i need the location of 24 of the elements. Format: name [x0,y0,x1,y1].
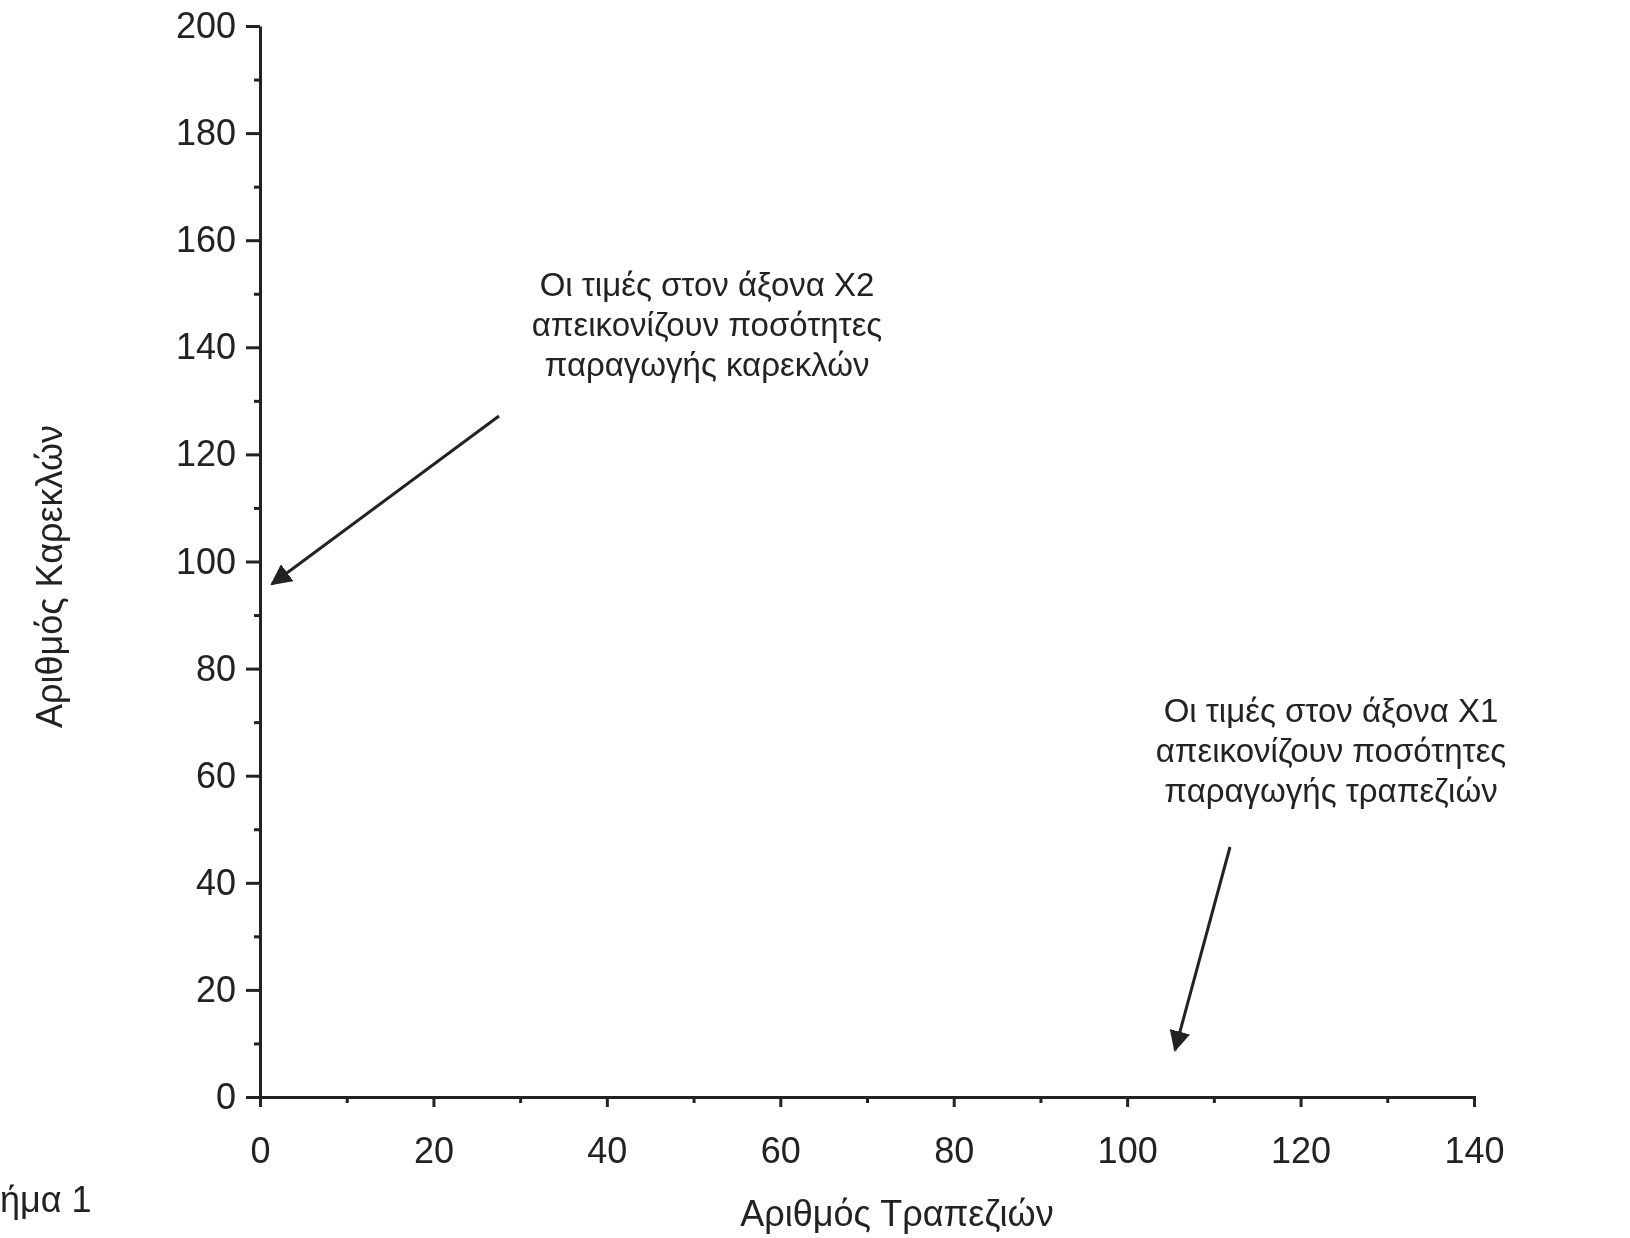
x-axis-title: Αριθμός Τραπεζιών [740,1193,1054,1234]
y-tick-label: 0 [215,1076,236,1118]
x-tick-label: 80 [934,1129,975,1171]
x-tick-label: 0 [250,1129,271,1171]
annotation: Οι τιμές στον άξονα Χ1 απεικονίζουν ποσότητες παραγωγής τραπεζιών [1155,692,1507,809]
x-tick-label: 40 [587,1129,628,1171]
y-tick-label: 160 [175,219,236,261]
y-tick-label: 200 [175,5,236,47]
text: ήμα 1 [0,1179,92,1220]
x-tick-label: 60 [760,1129,801,1171]
x-tick-label: 20 [413,1129,454,1171]
x-tick-label: 100 [1097,1129,1158,1171]
y-tick-label: 40 [195,861,236,903]
y-tick-label: 80 [195,647,236,689]
y-tick-label: 120 [175,433,236,475]
annotation: Οι τιμές στον άξονα Χ2 απεικονίζουν ποσότητες παραγωγής καρεκλών [531,266,883,383]
x-tick-label: 120 [1271,1129,1332,1171]
y-tick-label: 20 [195,968,236,1010]
y-axis-title: Αριθμός Καρεκλών [29,424,70,729]
y-tick-label: 60 [195,754,236,796]
y-tick-label: 140 [175,326,236,368]
y-tick-label: 180 [175,112,236,154]
x-tick-label: 140 [1444,1129,1505,1171]
y-tick-label: 100 [175,540,236,582]
